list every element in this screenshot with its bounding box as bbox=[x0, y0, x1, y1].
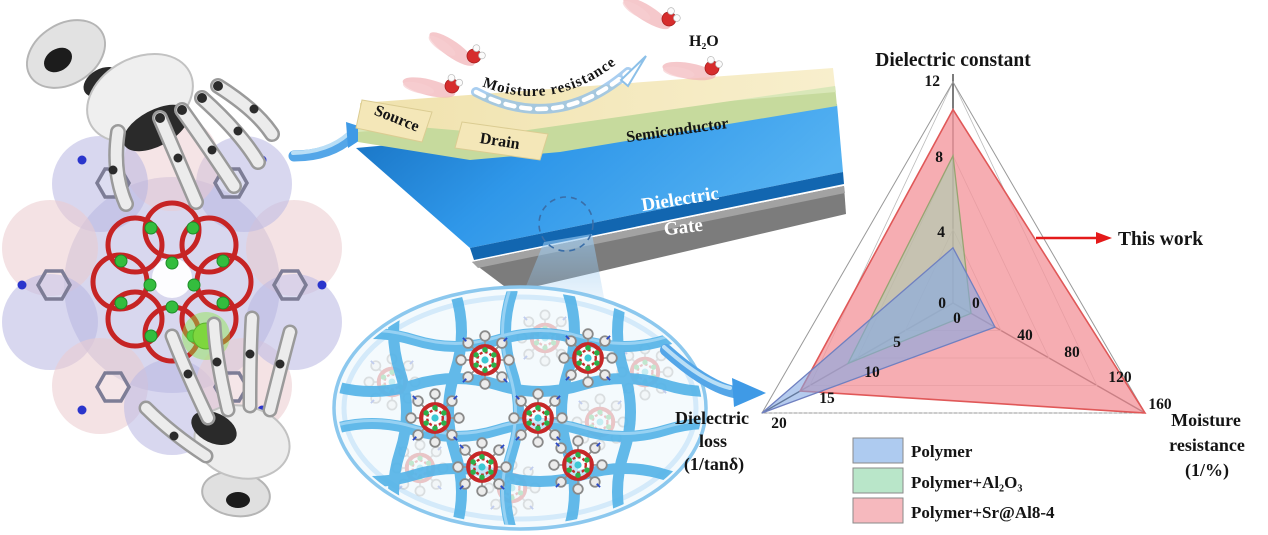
h2o-label: H₂O bbox=[689, 33, 719, 50]
tick-dc-4: 4 bbox=[937, 224, 945, 241]
arrow-oval-to-radar bbox=[660, 344, 766, 407]
legend-swatch-polymer-al2o3 bbox=[852, 467, 904, 494]
svg-text:Moisture: Moisture bbox=[1171, 410, 1241, 430]
radar-axis-title-left: Dielectric loss (1/tanδ) bbox=[675, 408, 749, 475]
drain-label: Drain bbox=[479, 130, 521, 153]
radar-axis-title-right: Moisture resistance (1/%) bbox=[1169, 410, 1245, 481]
svg-text:resistance: resistance bbox=[1169, 435, 1245, 455]
svg-text:(1/tanδ): (1/tanδ) bbox=[684, 454, 744, 475]
radar-series-polymer bbox=[761, 246, 996, 414]
drain-electrode bbox=[454, 121, 549, 161]
transistor-device: Source Drain Semiconductor Dielectric Ga… bbox=[355, 68, 846, 292]
legend-label-polymer-al2o3: Polymer+Al₂O₃ bbox=[911, 473, 1022, 492]
tick-dl-10: 10 bbox=[864, 364, 880, 381]
dielectric-bottom-edge bbox=[470, 172, 844, 260]
tick-dc-0: 0 bbox=[938, 295, 946, 312]
tick-dl-20: 20 bbox=[771, 415, 787, 432]
arrowhead bbox=[619, 55, 647, 88]
tick-dl-5: 5 bbox=[893, 334, 901, 351]
tick-mr-80: 80 bbox=[1064, 344, 1080, 361]
tick-mr-160: 160 bbox=[1148, 396, 1172, 413]
water-molecule bbox=[424, 18, 489, 75]
pore-center bbox=[152, 258, 192, 298]
svg-text:loss: loss bbox=[699, 431, 727, 451]
legend-swatch-polymer-sral84 bbox=[852, 497, 904, 524]
tick-dc-12: 12 bbox=[925, 73, 941, 90]
tick-dl-0: 0 bbox=[953, 310, 961, 327]
water-molecule bbox=[619, 0, 684, 38]
tick-mr-40: 40 bbox=[1017, 327, 1033, 344]
svg-text:This work: This work bbox=[1118, 229, 1203, 250]
tick-dl-15: 15 bbox=[819, 390, 835, 407]
source-electrode bbox=[355, 99, 433, 143]
tick-mr-0: 0 bbox=[972, 295, 980, 312]
radar-legend: Polymer Polymer+Al₂O₃ Polymer+Sr@Al8-4 bbox=[852, 437, 1055, 524]
red-arrowhead bbox=[1096, 232, 1112, 244]
tick-mr-120: 120 bbox=[1108, 369, 1132, 386]
legend-label-polymer-sral84: Polymer+Sr@Al8-4 bbox=[911, 503, 1055, 522]
legend-label-polymer: Polymer bbox=[911, 442, 973, 461]
tick-dc-8: 8 bbox=[935, 149, 943, 166]
legend-swatch-polymer bbox=[852, 437, 904, 464]
robot-hand-bottom bbox=[138, 310, 298, 518]
svg-text:Dielectric: Dielectric bbox=[675, 408, 749, 428]
radar-chart: Dielectric constant 12 8 4 0 0 40 80 120… bbox=[675, 50, 1245, 524]
svg-text:(1/%): (1/%) bbox=[1185, 460, 1229, 481]
this-work-annotation: This work bbox=[1036, 229, 1203, 250]
radar-axis-title-top: Dielectric constant bbox=[875, 50, 1031, 71]
device-layer-electrode bbox=[360, 68, 835, 134]
magnifier-dashed-circle bbox=[538, 196, 594, 252]
gate-label: Gate bbox=[663, 215, 704, 241]
robot-hand-top bbox=[25, 19, 280, 212]
